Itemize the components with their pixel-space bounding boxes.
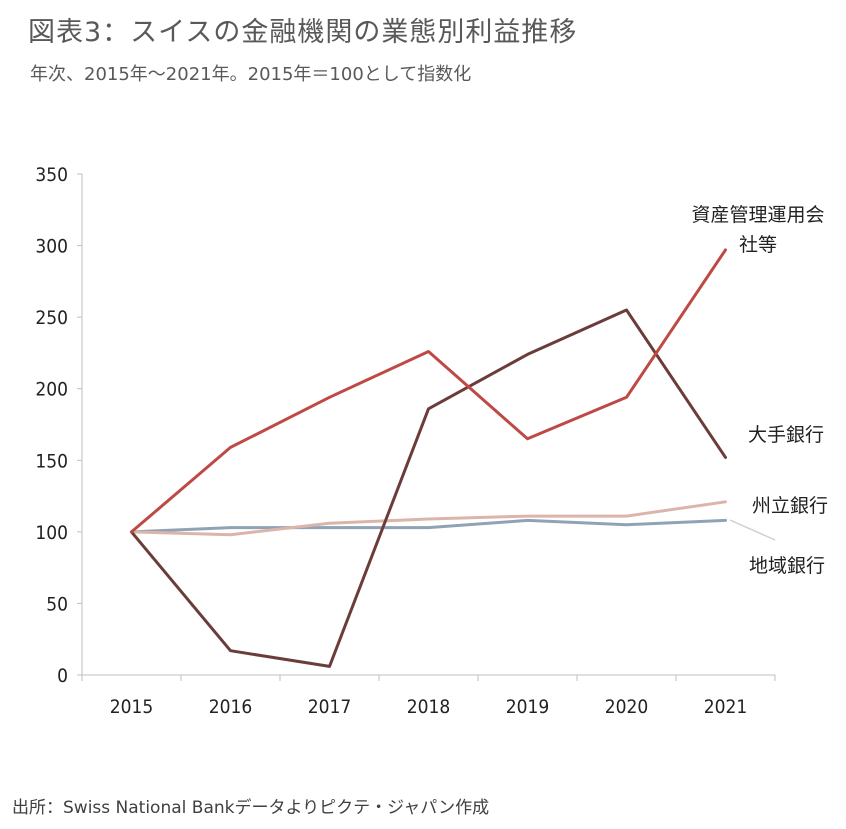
series-line-2 bbox=[130, 308, 727, 668]
x-tick-label: 2016 bbox=[209, 696, 253, 718]
chart-title: 図表3：スイスの金融機関の業態別利益推移 bbox=[28, 17, 578, 48]
x-tick-label: 2017 bbox=[308, 696, 352, 718]
label-leader-line bbox=[729, 519, 776, 541]
series-label-line: 資産管理運用会 bbox=[691, 204, 824, 226]
x-tick-label: 2015 bbox=[110, 696, 154, 718]
y-tick-label: 150 bbox=[35, 450, 68, 472]
y-tick-label: 350 bbox=[35, 164, 68, 186]
y-tick-label: 100 bbox=[35, 522, 68, 544]
series-labels: 地域銀行 州立銀行 大手銀行 資産管理運用会社等 bbox=[691, 204, 828, 577]
y-tick-label: 0 bbox=[57, 665, 68, 687]
y-tick-label: 50 bbox=[46, 593, 68, 615]
series-line-1 bbox=[130, 500, 727, 537]
series-label-line: 大手銀行 bbox=[748, 424, 824, 446]
x-tick-label: 2021 bbox=[704, 696, 748, 718]
series-label-line: 地域銀行 bbox=[749, 555, 825, 577]
series-label-line: 州立銀行 bbox=[752, 495, 828, 517]
series-label-line: 社等 bbox=[739, 234, 777, 256]
x-tick-label: 2020 bbox=[605, 696, 649, 718]
chart-subtitle: 年次、2015年～2021年。2015年＝100として指数化 bbox=[30, 64, 472, 85]
x-tick-label: 2019 bbox=[506, 696, 550, 718]
y-tick-label: 300 bbox=[35, 236, 68, 258]
series-lines bbox=[130, 248, 727, 668]
series-label-2: 大手銀行 bbox=[748, 424, 824, 446]
series-label-1: 州立銀行 bbox=[752, 495, 828, 517]
x-tick-label: 2018 bbox=[407, 696, 451, 718]
y-tick-label: 250 bbox=[35, 307, 68, 329]
source-note: 出所：Swiss National Bankデータよりピクテ・ジャパン作成 bbox=[12, 798, 490, 818]
y-tick-label: 200 bbox=[35, 379, 68, 401]
chart-axes: 0 50 100 150 200 250 300 350 2015 2016 2017 2018 201… bbox=[35, 164, 776, 718]
series-line-3 bbox=[130, 248, 727, 534]
series-label-0: 地域銀行 bbox=[749, 555, 825, 577]
series-label-3: 資産管理運用会社等 bbox=[691, 204, 824, 256]
series-line-0 bbox=[130, 518, 727, 534]
